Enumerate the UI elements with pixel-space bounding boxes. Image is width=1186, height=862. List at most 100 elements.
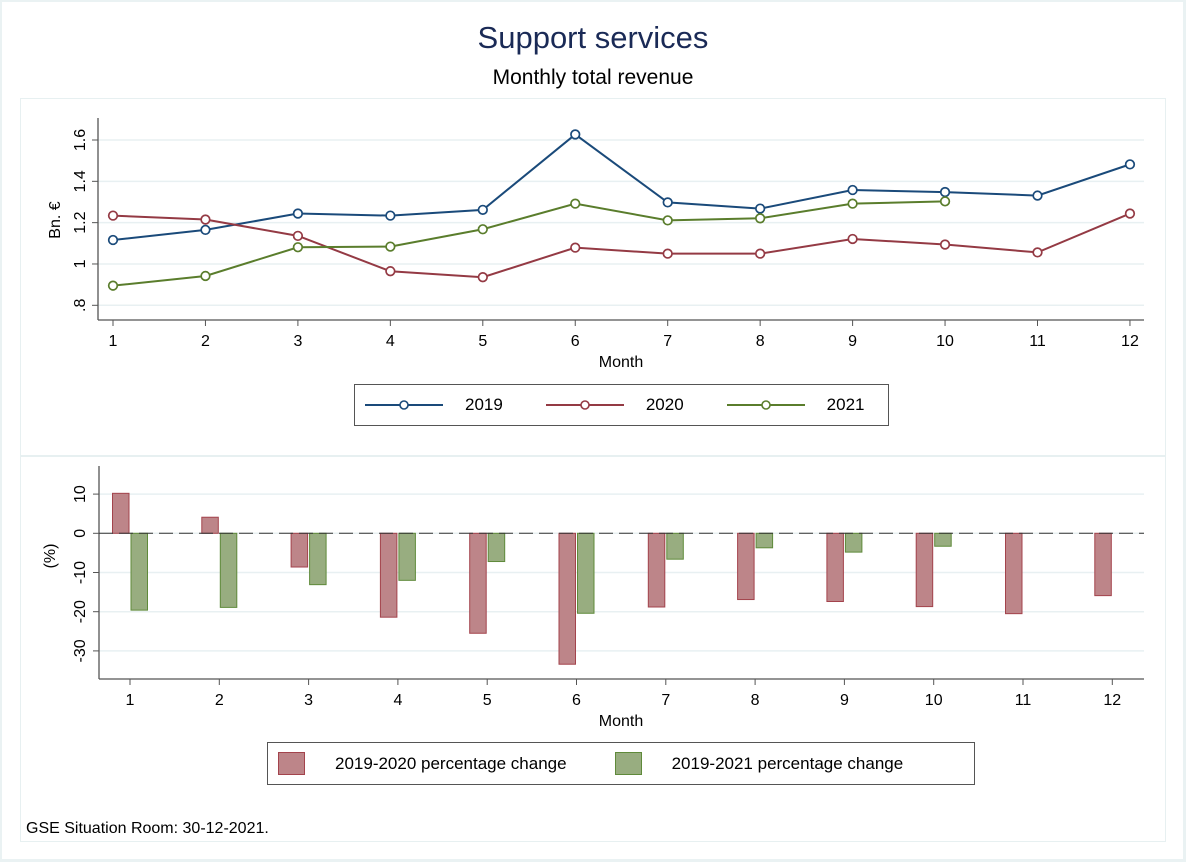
data-point-2020 <box>662 248 673 259</box>
x-tick-label: 1 <box>109 333 118 350</box>
x-tick-label: 2 <box>201 333 210 350</box>
x-tick-label: 9 <box>840 692 849 709</box>
bar-2019-2021 <box>398 532 416 581</box>
data-point-2019 <box>107 234 119 246</box>
data-point-2021 <box>662 215 673 226</box>
y-tick-label: -10 <box>72 561 89 584</box>
data-point-2019 <box>477 204 488 215</box>
y-tick-label: 0 <box>72 529 89 538</box>
data-point-2021 <box>570 198 581 209</box>
x-tick-label: 8 <box>756 333 765 350</box>
y-tick-label: .8 <box>72 299 89 312</box>
legend-line-marker-2020 <box>545 400 624 410</box>
series-line-2021 <box>112 200 946 287</box>
legend-label-2019-2021: 2019-2021 percentage change <box>671 753 904 773</box>
bar-2019-2021 <box>130 532 148 611</box>
data-point-2019 <box>1124 159 1136 170</box>
bar-2019-2020 <box>558 532 576 665</box>
legend-swatch-2019-2021 <box>614 752 642 775</box>
data-point-2019 <box>200 224 211 236</box>
bar-2019-2021 <box>934 532 952 547</box>
x-tick-label: 10 <box>925 692 943 709</box>
bar-2019-2021 <box>309 532 327 586</box>
x-axis-title: Month <box>599 713 643 730</box>
data-point-2021 <box>755 213 766 224</box>
y-axis-title: (%) <box>42 544 59 569</box>
legend-item-2020: 2020 <box>545 395 684 415</box>
x-tick-label: 5 <box>483 692 492 709</box>
legend-label-2021: 2021 <box>826 395 865 414</box>
data-point-2019 <box>755 203 766 214</box>
data-point-2021 <box>847 198 858 209</box>
y-tick-label: 1 <box>72 259 89 268</box>
legend-label-2020: 2020 <box>645 395 684 414</box>
y-tick-label: -30 <box>72 639 89 662</box>
legend-item-2019-2021: 2019-2021 percentage change <box>614 752 904 775</box>
data-point-2019 <box>292 208 304 219</box>
data-point-2019 <box>939 186 951 198</box>
data-point-2021 <box>107 280 119 291</box>
bar-2019-2021 <box>487 532 506 563</box>
line-chart-legend: 2019 2020 2021 <box>354 384 889 426</box>
data-point-2021 <box>200 270 211 282</box>
data-point-2020 <box>200 214 211 225</box>
bar-2019-2021 <box>219 532 238 608</box>
data-point-2020 <box>1124 208 1136 219</box>
data-point-2020 <box>477 272 488 283</box>
bar-chart-legend: 2019-2020 percentage change 2019-2021 pe… <box>267 742 975 785</box>
chart-subtitle: Monthly total revenue <box>492 66 694 89</box>
x-tick-label: 3 <box>293 333 302 350</box>
data-point-2019 <box>662 197 673 208</box>
x-tick-label: 10 <box>936 333 954 350</box>
legend-item-2019-2020: 2019-2020 percentage change <box>278 752 567 775</box>
x-tick-label: 3 <box>304 692 313 709</box>
bar-2019-2020 <box>1094 532 1112 597</box>
y-tick-label: 1.6 <box>72 129 89 151</box>
x-tick-label: 11 <box>1015 692 1032 709</box>
x-tick-label: 6 <box>571 333 580 350</box>
data-point-2021 <box>292 242 304 253</box>
data-point-2020 <box>292 230 304 242</box>
series-line-2019 <box>112 133 1131 242</box>
x-tick-label: 12 <box>1103 692 1121 709</box>
x-tick-label: 9 <box>848 333 857 350</box>
bar-2019-2020 <box>915 532 934 608</box>
bar-2019-2020 <box>379 532 398 618</box>
legend-item-2021: 2021 <box>726 395 865 415</box>
y-axis-title: Bn. € <box>47 201 64 238</box>
data-point-2021 <box>477 224 488 235</box>
x-tick-label: 7 <box>663 333 672 350</box>
bar-2019-2020 <box>469 532 487 634</box>
legend-swatch-2019-2020 <box>278 752 305 775</box>
bar-2019-2020 <box>647 532 666 608</box>
x-tick-label: 11 <box>1029 333 1046 350</box>
data-point-2020 <box>570 242 581 253</box>
x-tick-label: 8 <box>751 692 760 709</box>
bar-2019-2020 <box>112 492 130 534</box>
bar-2019-2020 <box>201 516 219 534</box>
x-tick-label: 12 <box>1121 333 1139 350</box>
data-point-2021 <box>939 196 951 207</box>
bar-2019-2021 <box>577 532 595 614</box>
y-tick-label: 1.2 <box>72 211 89 233</box>
x-tick-label: 4 <box>393 692 402 709</box>
data-point-2019 <box>570 129 581 140</box>
x-tick-label: 6 <box>572 692 581 709</box>
bar-2019-2021 <box>755 532 774 549</box>
data-point-2020 <box>1032 247 1043 258</box>
x-tick-label: 1 <box>126 692 135 709</box>
legend-line-marker-2021 <box>726 400 805 410</box>
x-tick-label: 2 <box>215 692 224 709</box>
y-tick-label: -20 <box>72 600 89 623</box>
legend-label-2019: 2019 <box>465 395 503 414</box>
bar-2019-2020 <box>1005 532 1023 615</box>
legend-label-2019-2020: 2019-2020 percentage change <box>335 753 567 773</box>
data-point-2020 <box>107 210 119 221</box>
bar-2019-2020 <box>826 532 844 603</box>
footnote: GSE Situation Room: 30-12-2021. <box>26 820 269 837</box>
bar-2019-2020 <box>290 532 309 568</box>
data-point-2021 <box>385 241 396 252</box>
data-point-2020 <box>939 239 951 250</box>
